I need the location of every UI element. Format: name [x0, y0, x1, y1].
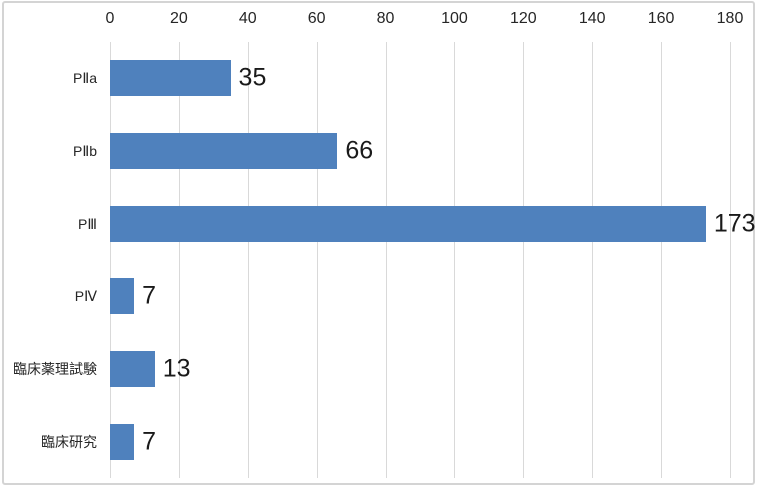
x-axis-tick-label: 180: [716, 10, 744, 27]
gridline: [592, 42, 594, 478]
x-axis-tick-label: 40: [238, 10, 257, 27]
category-label: 臨床研究: [41, 433, 97, 450]
value-label: 35: [238, 63, 267, 92]
x-axis-tick-label: 160: [647, 10, 675, 27]
gridline: [661, 42, 663, 478]
x-axis-tick-label: 100: [441, 10, 468, 27]
gridline: [178, 42, 180, 478]
plot-area: 0 20 40 60 80 100 120 140 160 180 PⅡa 35 PⅡb 66 PⅢ 173 P…: [13, 11, 756, 478]
x-axis-tick-label: 80: [376, 10, 395, 27]
bar: [110, 278, 135, 315]
bar-row: PⅡa 35: [73, 42, 730, 115]
category-label: PⅢ: [78, 215, 97, 232]
bar-row: PⅢ 173: [78, 187, 756, 260]
bar: [110, 350, 155, 387]
gridline: [247, 42, 249, 478]
value-label: 7: [142, 427, 157, 456]
value-label: 13: [162, 354, 191, 383]
gridline: [110, 42, 111, 478]
bar-row: 臨床薬理試験 13: [13, 333, 730, 406]
x-axis-tick-label: 60: [307, 10, 326, 27]
category-label: PⅣ: [74, 288, 97, 305]
gridline: [316, 42, 318, 478]
gridline: [730, 42, 731, 478]
category-label: 臨床薬理試験: [13, 360, 97, 377]
bar-row: PⅣ 7: [75, 260, 730, 333]
gridline: [523, 42, 525, 478]
x-axis-tick-label: 120: [509, 10, 537, 27]
category-label: PⅡb: [72, 142, 97, 159]
x-axis-tick-label: 20: [169, 10, 188, 27]
bar-row: 臨床研究 7: [41, 405, 730, 478]
gridline: [385, 42, 387, 478]
bar-row: PⅡb 66: [73, 115, 730, 188]
category-label: PⅡa: [72, 70, 97, 87]
value-label: 173: [713, 209, 756, 238]
bar: [110, 60, 231, 97]
bar: [110, 423, 135, 460]
value-label: 7: [142, 281, 157, 310]
x-axis-tick-label: 0: [105, 10, 115, 27]
bar: [110, 132, 338, 169]
value-label: 66: [345, 136, 374, 165]
x-axis-tick-label: 140: [578, 10, 606, 27]
gridline: [454, 42, 456, 478]
bar: [110, 205, 706, 242]
